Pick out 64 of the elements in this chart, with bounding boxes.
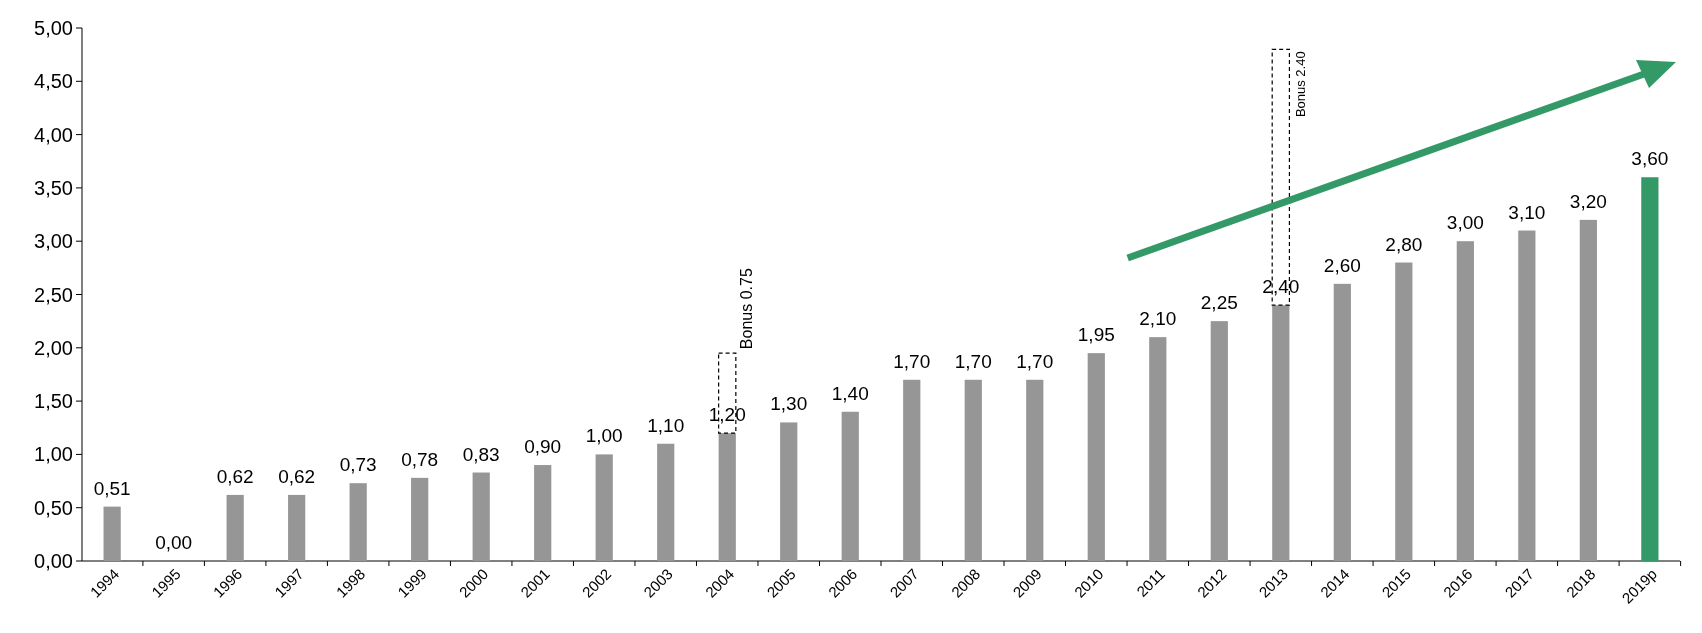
data-label: 1,20: [708, 404, 746, 426]
bar: [472, 472, 490, 561]
data-label: 1,40: [831, 382, 869, 404]
bar: [780, 422, 798, 561]
bar: [226, 494, 244, 561]
y-tick-label: 1,50: [34, 390, 73, 413]
data-label: Bonus 2.40: [1293, 51, 1309, 118]
data-label: 2,80: [1385, 233, 1423, 255]
y-tick-label: 3,00: [34, 230, 73, 253]
data-label: 1,30: [770, 393, 808, 415]
bar: [534, 465, 552, 561]
data-label: 1,70: [954, 350, 992, 372]
bar: [1395, 262, 1413, 561]
y-tick-label: 0,50: [34, 496, 73, 519]
bar: [964, 379, 982, 561]
bar: [1333, 283, 1351, 561]
data-label: 0,78: [401, 448, 439, 470]
data-label: 3,20: [1569, 190, 1607, 212]
bar: [1149, 337, 1167, 561]
bar: [657, 443, 675, 561]
data-label: 1,10: [647, 414, 685, 436]
bar: [411, 477, 429, 561]
y-tick-label: 2,50: [34, 283, 73, 306]
data-label: 0,62: [216, 465, 254, 487]
data-label: 1,70: [893, 350, 931, 372]
data-label: Bonus 0.75: [737, 268, 755, 350]
bar: [1272, 305, 1290, 561]
data-label: 3,60: [1631, 148, 1669, 170]
data-label: 0,73: [339, 454, 377, 476]
bar: [1641, 177, 1659, 561]
bar: [1210, 321, 1228, 561]
y-tick-label: 2,00: [34, 336, 73, 359]
bar: [903, 379, 921, 561]
data-label: 0,62: [278, 465, 316, 487]
bar: [1518, 230, 1536, 561]
data-label: 3,10: [1508, 201, 1546, 223]
bar: [103, 506, 121, 561]
data-label: 1,70: [1016, 350, 1054, 372]
bar: [595, 454, 613, 561]
data-label: 1,00: [585, 425, 623, 447]
bar: [1087, 353, 1105, 561]
y-tick-label: 5,00: [34, 17, 73, 39]
data-label: 2,60: [1323, 254, 1361, 276]
data-label: 0,83: [462, 443, 500, 465]
y-tick-label: 4,00: [34, 123, 73, 146]
y-tick-label: 4,50: [34, 70, 73, 93]
y-tick-label: 3,50: [34, 176, 73, 199]
data-label: 0,90: [524, 436, 562, 458]
data-label: 1,95: [1077, 324, 1115, 346]
bar: [1456, 241, 1474, 561]
bar: [288, 494, 306, 561]
y-tick-label: 1,00: [34, 443, 73, 466]
data-label: 2,10: [1139, 308, 1177, 330]
data-label: 0,00: [155, 532, 193, 553]
bar: [718, 433, 736, 561]
data-label: 2,40: [1262, 276, 1300, 298]
data-label: 3,00: [1446, 212, 1484, 234]
bar: [1579, 219, 1597, 561]
data-label: 2,25: [1200, 292, 1238, 314]
y-tick-label: 0,00: [34, 550, 73, 572]
bar: [1026, 379, 1044, 561]
bar: [349, 483, 367, 561]
bar: [841, 411, 859, 561]
data-label: 0,51: [93, 477, 131, 499]
